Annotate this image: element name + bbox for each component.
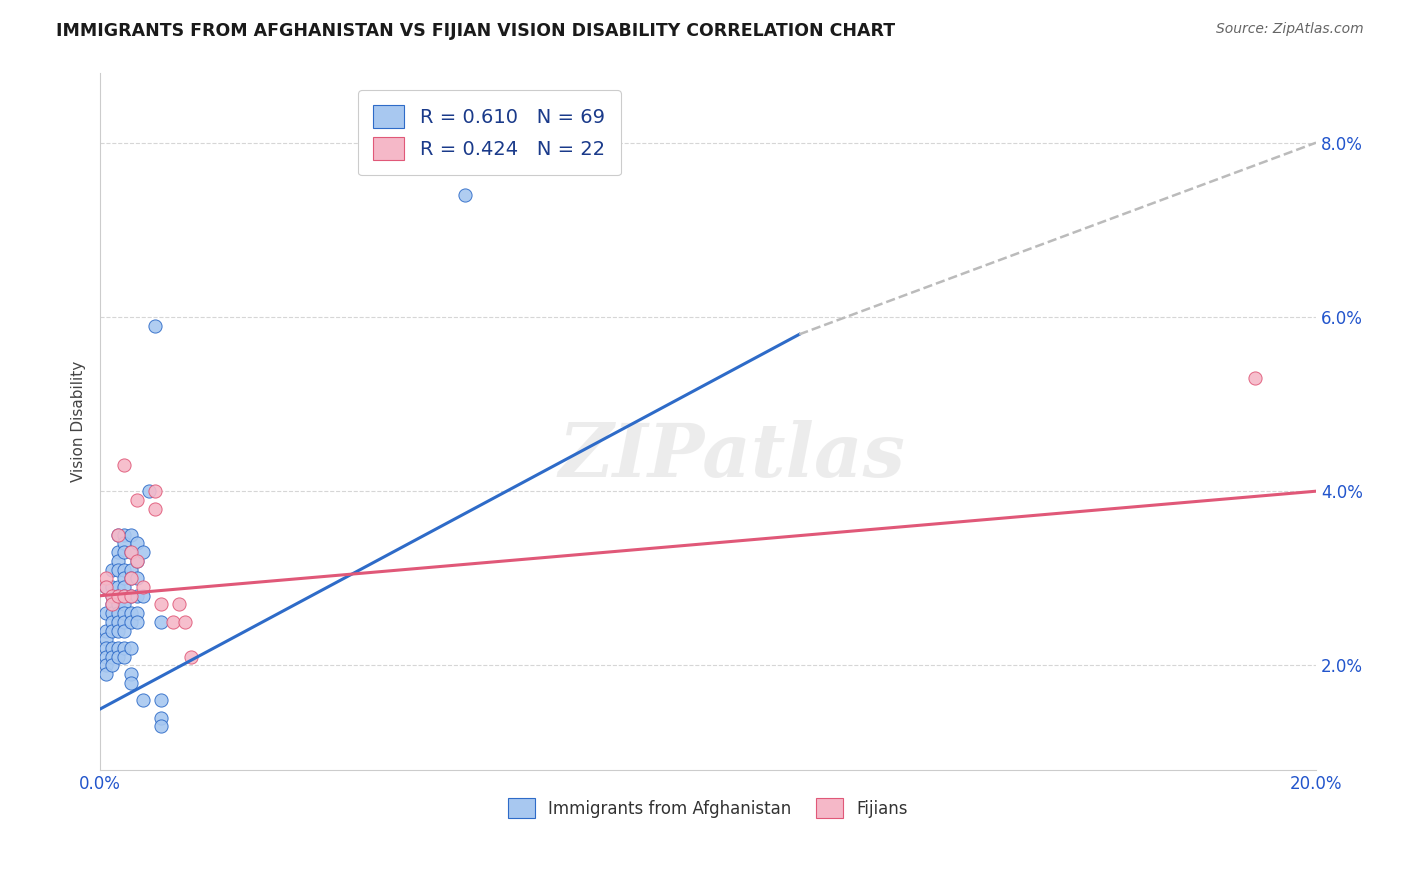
Point — [114, 528, 136, 542]
Point — [149, 719, 172, 733]
Point — [162, 615, 184, 629]
Point — [114, 563, 136, 577]
Point — [107, 528, 129, 542]
Point — [114, 545, 136, 559]
Point — [143, 318, 166, 333]
Text: Source: ZipAtlas.com: Source: ZipAtlas.com — [1216, 22, 1364, 37]
Point — [120, 667, 142, 681]
Point — [107, 606, 129, 620]
Point — [131, 580, 153, 594]
Text: ZIPatlas: ZIPatlas — [560, 420, 905, 492]
Point — [149, 615, 172, 629]
Point — [101, 563, 124, 577]
Point — [114, 649, 136, 664]
Point — [125, 554, 148, 568]
Text: IMMIGRANTS FROM AFGHANISTAN VS FIJIAN VISION DISABILITY CORRELATION CHART: IMMIGRANTS FROM AFGHANISTAN VS FIJIAN VI… — [56, 22, 896, 40]
Point — [101, 598, 124, 612]
Point — [125, 492, 148, 507]
Point — [107, 589, 129, 603]
Point — [101, 598, 124, 612]
Point — [101, 624, 124, 638]
Point — [96, 580, 118, 594]
Point — [120, 640, 142, 655]
Point — [101, 580, 124, 594]
Point — [125, 571, 148, 585]
Point — [120, 545, 142, 559]
Point — [114, 589, 136, 603]
Point — [125, 606, 148, 620]
Point — [107, 649, 129, 664]
Point — [114, 458, 136, 472]
Point — [143, 501, 166, 516]
Point — [96, 606, 118, 620]
Point — [120, 571, 142, 585]
Point — [114, 640, 136, 655]
Point — [107, 554, 129, 568]
Point — [107, 563, 129, 577]
Point — [114, 536, 136, 550]
Point — [131, 589, 153, 603]
Point — [96, 571, 118, 585]
Point — [96, 649, 118, 664]
Point — [96, 624, 118, 638]
Point — [101, 640, 124, 655]
Point — [96, 658, 118, 673]
Point — [114, 589, 136, 603]
Point — [1244, 371, 1267, 385]
Point — [143, 484, 166, 499]
Point — [107, 545, 129, 559]
Point — [149, 693, 172, 707]
Point — [149, 711, 172, 725]
Point — [107, 598, 129, 612]
Point — [120, 676, 142, 690]
Point — [454, 188, 477, 202]
Point — [101, 589, 124, 603]
Point — [96, 667, 118, 681]
Point — [180, 649, 202, 664]
Point — [120, 571, 142, 585]
Point — [174, 615, 197, 629]
Point — [107, 528, 129, 542]
Point — [138, 484, 160, 499]
Point — [131, 545, 153, 559]
Point — [120, 589, 142, 603]
Point — [101, 606, 124, 620]
Legend: Immigrants from Afghanistan, Fijians: Immigrants from Afghanistan, Fijians — [502, 792, 915, 824]
Point — [107, 580, 129, 594]
Point — [107, 624, 129, 638]
Point — [114, 571, 136, 585]
Point — [107, 640, 129, 655]
Point — [96, 580, 118, 594]
Point — [114, 580, 136, 594]
Point — [107, 615, 129, 629]
Point — [120, 589, 142, 603]
Point — [114, 624, 136, 638]
Point — [167, 598, 190, 612]
Point — [120, 563, 142, 577]
Point — [120, 615, 142, 629]
Point — [120, 606, 142, 620]
Point — [101, 615, 124, 629]
Point — [101, 589, 124, 603]
Point — [125, 589, 148, 603]
Point — [101, 649, 124, 664]
Point — [120, 545, 142, 559]
Point — [125, 615, 148, 629]
Point — [120, 528, 142, 542]
Point — [114, 615, 136, 629]
Point — [125, 536, 148, 550]
Point — [114, 606, 136, 620]
Point — [96, 632, 118, 647]
Point — [96, 640, 118, 655]
Point — [125, 554, 148, 568]
Y-axis label: Vision Disability: Vision Disability — [72, 361, 86, 482]
Point — [131, 693, 153, 707]
Point — [107, 589, 129, 603]
Point — [149, 598, 172, 612]
Point — [114, 598, 136, 612]
Point — [101, 658, 124, 673]
